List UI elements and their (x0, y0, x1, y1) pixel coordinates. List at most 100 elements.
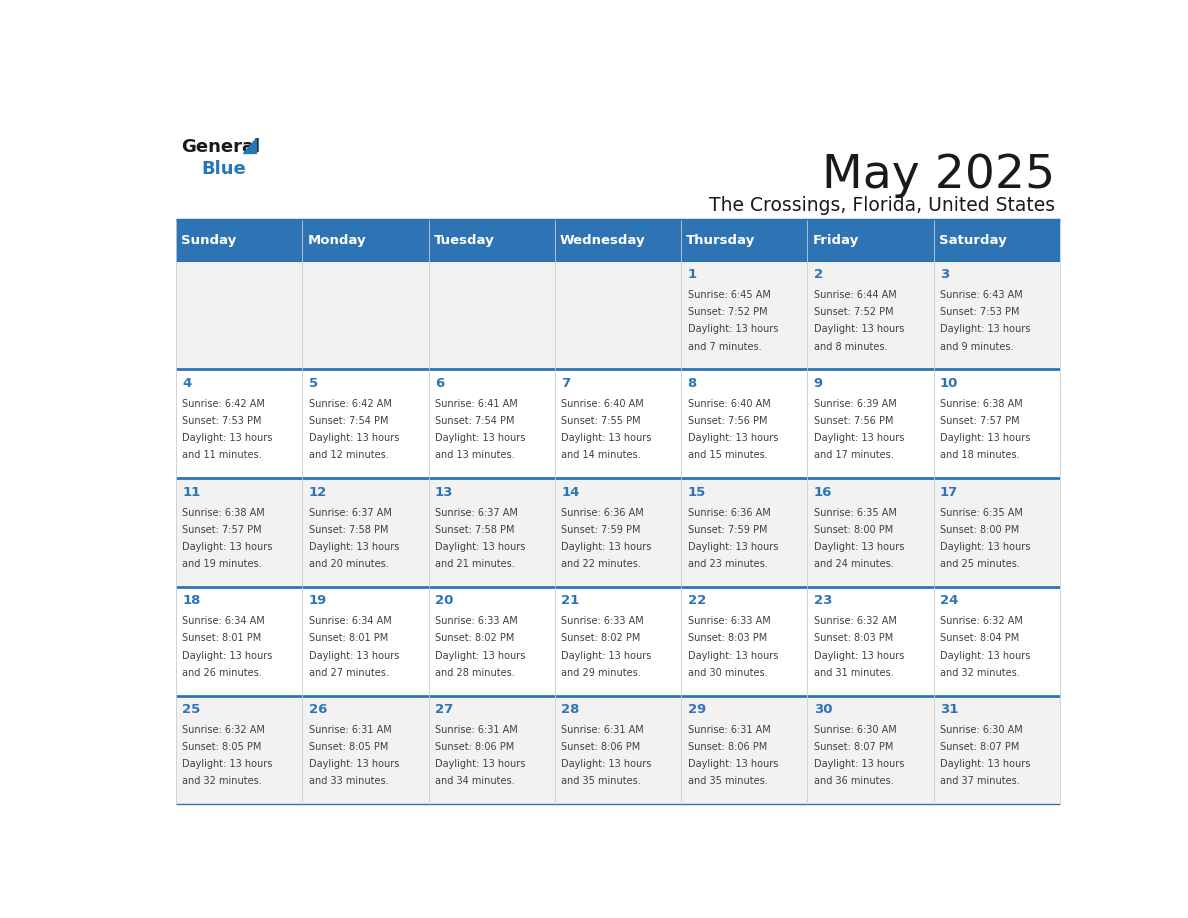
Bar (934, 261, 1060, 369)
Bar (681, 587, 808, 696)
Text: Sunrise: 6:31 AM: Sunrise: 6:31 AM (435, 725, 518, 735)
Bar (176, 587, 303, 696)
Bar (681, 696, 808, 804)
Text: and 35 minutes.: and 35 minutes. (688, 777, 767, 787)
Text: Sunset: 8:01 PM: Sunset: 8:01 PM (309, 633, 388, 644)
Text: 26: 26 (309, 703, 327, 716)
Bar (176, 261, 303, 369)
Text: Daylight: 13 hours: Daylight: 13 hours (561, 433, 651, 443)
Bar (808, 261, 934, 369)
Text: Sunset: 7:53 PM: Sunset: 7:53 PM (940, 308, 1019, 318)
Text: 30: 30 (814, 703, 833, 716)
Text: Sunrise: 6:34 AM: Sunrise: 6:34 AM (183, 616, 265, 626)
Text: 20: 20 (435, 595, 454, 608)
Text: 29: 29 (688, 703, 706, 716)
Bar (303, 369, 429, 478)
Text: Sunset: 8:00 PM: Sunset: 8:00 PM (814, 525, 893, 534)
Text: and 33 minutes.: and 33 minutes. (309, 777, 388, 787)
Text: and 19 minutes.: and 19 minutes. (183, 559, 263, 569)
Text: Sunrise: 6:41 AM: Sunrise: 6:41 AM (435, 398, 518, 409)
Text: 15: 15 (688, 486, 706, 498)
Text: and 25 minutes.: and 25 minutes. (940, 559, 1020, 569)
Text: Daylight: 13 hours: Daylight: 13 hours (940, 542, 1030, 552)
Text: and 22 minutes.: and 22 minutes. (561, 559, 642, 569)
Text: Thursday: Thursday (687, 234, 756, 247)
Text: 18: 18 (183, 595, 201, 608)
Text: and 7 minutes.: and 7 minutes. (688, 341, 762, 352)
Bar (681, 478, 808, 587)
Bar (429, 587, 555, 696)
Text: Sunrise: 6:31 AM: Sunrise: 6:31 AM (688, 725, 770, 735)
Text: and 29 minutes.: and 29 minutes. (561, 667, 642, 677)
Text: Sunset: 7:54 PM: Sunset: 7:54 PM (309, 416, 388, 426)
Text: Sunrise: 6:44 AM: Sunrise: 6:44 AM (814, 290, 897, 300)
Text: 9: 9 (814, 377, 823, 390)
Text: and 23 minutes.: and 23 minutes. (688, 559, 767, 569)
Text: Sunset: 7:57 PM: Sunset: 7:57 PM (183, 525, 263, 534)
Text: Sunrise: 6:40 AM: Sunrise: 6:40 AM (688, 398, 770, 409)
Text: Daylight: 13 hours: Daylight: 13 hours (814, 759, 904, 769)
Text: Daylight: 13 hours: Daylight: 13 hours (435, 651, 525, 661)
Text: and 32 minutes.: and 32 minutes. (940, 667, 1019, 677)
Text: Sunrise: 6:42 AM: Sunrise: 6:42 AM (309, 398, 392, 409)
Text: Sunset: 8:06 PM: Sunset: 8:06 PM (561, 742, 640, 752)
Bar (176, 219, 303, 261)
Text: Sunrise: 6:40 AM: Sunrise: 6:40 AM (561, 398, 644, 409)
Text: 23: 23 (814, 595, 832, 608)
Text: Daylight: 13 hours: Daylight: 13 hours (183, 759, 273, 769)
Text: Sunrise: 6:38 AM: Sunrise: 6:38 AM (940, 398, 1023, 409)
Text: Sunset: 7:58 PM: Sunset: 7:58 PM (435, 525, 514, 534)
Text: and 26 minutes.: and 26 minutes. (183, 667, 263, 677)
Text: Sunrise: 6:37 AM: Sunrise: 6:37 AM (435, 508, 518, 518)
Text: Sunset: 7:56 PM: Sunset: 7:56 PM (688, 416, 767, 426)
Text: Sunset: 8:00 PM: Sunset: 8:00 PM (940, 525, 1019, 534)
Text: Daylight: 13 hours: Daylight: 13 hours (940, 651, 1030, 661)
Text: Daylight: 13 hours: Daylight: 13 hours (814, 324, 904, 334)
Text: Sunset: 8:02 PM: Sunset: 8:02 PM (561, 633, 640, 644)
Text: Sunset: 7:58 PM: Sunset: 7:58 PM (309, 525, 388, 534)
Text: and 30 minutes.: and 30 minutes. (688, 667, 767, 677)
Text: Daylight: 13 hours: Daylight: 13 hours (940, 759, 1030, 769)
Text: Daylight: 13 hours: Daylight: 13 hours (814, 542, 904, 552)
Bar (176, 696, 303, 804)
Text: and 20 minutes.: and 20 minutes. (309, 559, 388, 569)
Text: and 12 minutes.: and 12 minutes. (309, 451, 388, 460)
Bar (303, 219, 429, 261)
Text: 11: 11 (183, 486, 201, 498)
Text: Sunrise: 6:35 AM: Sunrise: 6:35 AM (940, 508, 1023, 518)
Bar (429, 478, 555, 587)
Text: and 28 minutes.: and 28 minutes. (435, 667, 514, 677)
Text: Sunset: 8:01 PM: Sunset: 8:01 PM (183, 633, 261, 644)
Text: Sunrise: 6:31 AM: Sunrise: 6:31 AM (561, 725, 644, 735)
Text: 22: 22 (688, 595, 706, 608)
Text: Sunrise: 6:31 AM: Sunrise: 6:31 AM (309, 725, 392, 735)
Text: Friday: Friday (813, 234, 859, 247)
Text: Sunset: 8:06 PM: Sunset: 8:06 PM (688, 742, 766, 752)
Bar (429, 261, 555, 369)
Bar (176, 478, 303, 587)
Text: Sunset: 7:57 PM: Sunset: 7:57 PM (940, 416, 1019, 426)
Bar (429, 219, 555, 261)
Text: Sunset: 8:05 PM: Sunset: 8:05 PM (309, 742, 388, 752)
Text: Sunset: 8:07 PM: Sunset: 8:07 PM (814, 742, 893, 752)
Polygon shape (244, 139, 257, 153)
Bar (808, 219, 934, 261)
Bar (808, 696, 934, 804)
Text: Sunset: 8:02 PM: Sunset: 8:02 PM (435, 633, 514, 644)
Text: 4: 4 (183, 377, 191, 390)
Text: Sunset: 7:59 PM: Sunset: 7:59 PM (688, 525, 767, 534)
Text: and 27 minutes.: and 27 minutes. (309, 667, 388, 677)
Text: and 31 minutes.: and 31 minutes. (814, 667, 893, 677)
Bar (555, 478, 681, 587)
Bar (555, 696, 681, 804)
Text: 2: 2 (814, 268, 823, 281)
Text: and 15 minutes.: and 15 minutes. (688, 451, 767, 460)
Text: Sunrise: 6:30 AM: Sunrise: 6:30 AM (814, 725, 897, 735)
Text: 31: 31 (940, 703, 959, 716)
Text: Wednesday: Wednesday (560, 234, 645, 247)
Text: and 24 minutes.: and 24 minutes. (814, 559, 893, 569)
Text: 16: 16 (814, 486, 832, 498)
Text: Daylight: 13 hours: Daylight: 13 hours (561, 542, 651, 552)
Text: and 14 minutes.: and 14 minutes. (561, 451, 640, 460)
Text: Sunrise: 6:39 AM: Sunrise: 6:39 AM (814, 398, 897, 409)
